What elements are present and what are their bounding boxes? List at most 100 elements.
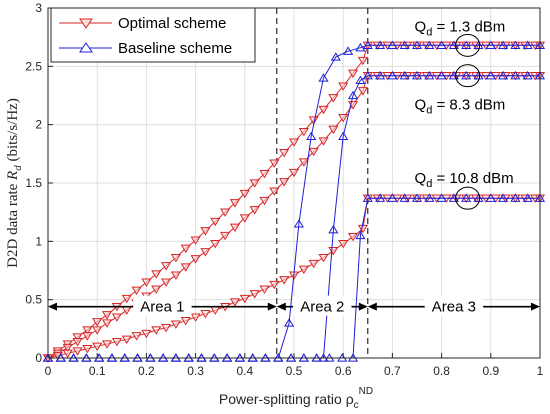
qd-annotation: Qd = 1.3 dBm (415, 18, 506, 38)
axes: 0 0.1 0.2 0.3 0.4 0.5 0.6 0.7 0.8 0.9 1 0 0.5 1 1.5 2 2.… (25, 1, 543, 378)
qd-annotation-subscript: d (426, 105, 432, 117)
optimal-marker-point (151, 270, 162, 279)
baseline-marker-point (473, 70, 484, 80)
legend-label-optimal: Optimal scheme (118, 15, 226, 32)
optimal-marker-point (62, 349, 73, 359)
baseline-marker-point (436, 70, 447, 80)
y-tick-label: 0 (35, 351, 42, 365)
optimal-marker-point (121, 294, 132, 304)
optimal-marker-point (229, 223, 241, 233)
baseline-marker-point (343, 46, 354, 55)
optimal-marker-point (210, 217, 221, 227)
y-tick-label: 2 (35, 118, 42, 132)
qd-annotation-symbol: Q (415, 97, 427, 114)
optimal-marker-point (308, 147, 319, 157)
area-labels: Area 1 Area 2 Area 3 (48, 295, 540, 316)
baseline-marker-point (399, 40, 410, 49)
baseline-marker-point (498, 70, 509, 80)
optimal-marker-point (82, 326, 93, 335)
optimal-marker-point (347, 233, 359, 242)
area-arrow-head-right (358, 302, 368, 311)
optimal-marker-point (92, 326, 103, 335)
optimal-marker-point (180, 244, 191, 254)
optimal-marker-point (328, 125, 339, 135)
optimal-marker-point (190, 236, 201, 245)
optimal-marker-point (101, 340, 113, 349)
optimal-marker-point (151, 326, 162, 335)
baseline-marker-point (461, 193, 472, 202)
legend-marker-triangle-down (79, 18, 93, 29)
baseline-marker-point (399, 70, 410, 80)
optimal-marker-point (220, 208, 231, 217)
optimal-marker-point (239, 214, 250, 223)
optimal-marker-point (72, 338, 83, 347)
baseline-marker-point (387, 193, 398, 202)
optimal-marker-point (298, 128, 309, 137)
optimal-marker-point (269, 187, 280, 196)
optimal-marker-point (338, 82, 349, 91)
x-tick-label: 0.2 (138, 364, 155, 378)
area-arrow-head-right (531, 302, 540, 311)
x-tick-label: 0.6 (335, 364, 352, 378)
baseline-marker-point (424, 40, 435, 49)
optimal-marker-point (318, 137, 329, 146)
optimal-marker-point (111, 313, 122, 322)
optimal-marker-point (338, 240, 349, 249)
baseline-marker-point (387, 70, 398, 80)
baseline-marker-point (293, 219, 305, 228)
highlight-circle (455, 186, 481, 210)
optimal-marker-point (328, 94, 339, 103)
legend-label-baseline: Baseline scheme (118, 40, 232, 57)
x-tick-label: 0.3 (187, 364, 204, 378)
optimal-marker-point (111, 338, 122, 347)
baseline-marker-point (387, 40, 398, 49)
baseline-marker-point (411, 40, 423, 49)
baseline-marker-point (485, 193, 496, 202)
y-tick-label: 1.5 (25, 176, 42, 190)
optimal-marker-point (131, 286, 142, 296)
baseline-marker-point (473, 40, 484, 49)
qd-annotation-symbol: Q (415, 18, 427, 35)
legend-box (50, 7, 256, 63)
baseline-marker-point (306, 131, 317, 140)
qd-annotation-subscript: d (426, 178, 432, 190)
optimal-marker-point (249, 290, 260, 299)
baseline-marker-point (522, 193, 533, 202)
optimal-marker-point (279, 149, 290, 158)
baseline-marker-point (424, 70, 435, 80)
area-arrow-head-left (48, 302, 57, 311)
baseline-marker-point (411, 70, 423, 80)
baseline-marker-point (522, 70, 533, 80)
optimal-marker-point (200, 310, 211, 319)
optimal-marker-point (338, 114, 349, 123)
area-label-background (424, 295, 484, 316)
optimal-marker-point (318, 254, 329, 263)
optimal-marker-point (259, 196, 270, 206)
x-tick-label: 1 (537, 364, 544, 378)
y-tick-label: 1 (35, 234, 42, 248)
highlight-circle (455, 33, 481, 57)
legend-entry-optimal: Optimal scheme (59, 15, 226, 32)
baseline-marker-point (399, 193, 410, 202)
baseline-marker-point (498, 193, 509, 202)
baseline-marker-point (362, 40, 373, 49)
optimal-marker-point (180, 263, 191, 272)
area-label-background (133, 295, 192, 316)
legend-marker-triangle-up (79, 42, 93, 53)
optimal-marker-point (82, 345, 93, 354)
baseline-marker-point (485, 70, 496, 80)
optimal-marker-point (269, 159, 280, 168)
area-label: Area 3 (432, 299, 476, 316)
optimal-marker-point (229, 298, 241, 307)
optimal-marker-point (249, 206, 260, 215)
y-axis-label: D2D data rate Rd (bits/s/Hz) (5, 98, 24, 268)
x-tick-label: 0.7 (384, 364, 401, 378)
baseline-marker-point (362, 70, 373, 80)
highlight-circle (455, 64, 481, 88)
optimal-marker-point (72, 347, 83, 356)
y-tick-label: 2.5 (25, 59, 42, 73)
optimal-marker-point (357, 87, 368, 96)
qd-annotation-value: = 8.3 dBm (432, 97, 505, 114)
optimal-marker-point (249, 179, 260, 188)
